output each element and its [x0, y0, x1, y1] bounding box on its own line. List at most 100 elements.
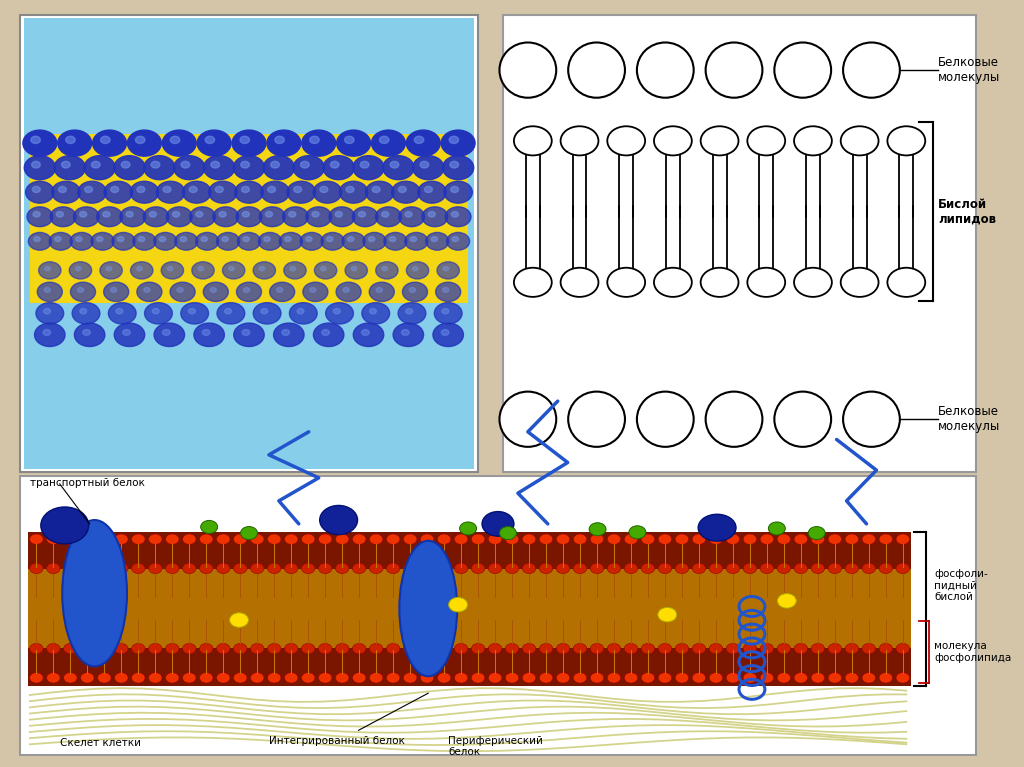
Circle shape	[96, 236, 103, 242]
Bar	[19, 476, 976, 755]
Circle shape	[267, 534, 281, 545]
Circle shape	[336, 644, 349, 654]
Circle shape	[336, 534, 349, 545]
Circle shape	[658, 563, 672, 574]
Circle shape	[31, 137, 40, 143]
Circle shape	[297, 308, 304, 314]
Circle shape	[189, 186, 198, 193]
Circle shape	[45, 266, 50, 271]
Circle shape	[309, 288, 316, 292]
Circle shape	[37, 282, 62, 301]
Circle shape	[30, 673, 43, 683]
Circle shape	[675, 673, 689, 683]
Circle shape	[420, 161, 429, 168]
Circle shape	[306, 207, 332, 227]
Circle shape	[471, 534, 484, 545]
Circle shape	[303, 282, 328, 301]
Circle shape	[675, 644, 689, 654]
Circle shape	[407, 130, 440, 156]
Circle shape	[361, 330, 370, 335]
Circle shape	[301, 673, 315, 683]
Circle shape	[845, 673, 858, 683]
Circle shape	[181, 161, 189, 168]
Circle shape	[115, 563, 128, 574]
Circle shape	[80, 308, 87, 314]
Circle shape	[63, 644, 77, 654]
Circle shape	[216, 563, 230, 574]
Circle shape	[111, 288, 117, 292]
Circle shape	[862, 534, 876, 545]
Circle shape	[115, 323, 144, 347]
Circle shape	[455, 673, 468, 683]
Circle shape	[172, 212, 179, 217]
Circle shape	[710, 534, 723, 545]
Circle shape	[442, 288, 449, 292]
Circle shape	[243, 236, 249, 242]
Circle shape	[121, 161, 130, 168]
Circle shape	[573, 534, 587, 545]
Circle shape	[445, 207, 471, 227]
Circle shape	[641, 563, 654, 574]
Circle shape	[386, 563, 400, 574]
Circle shape	[97, 644, 112, 654]
Circle shape	[204, 156, 234, 179]
Circle shape	[118, 236, 124, 242]
Circle shape	[182, 181, 211, 203]
Circle shape	[166, 563, 179, 574]
Circle shape	[760, 534, 774, 545]
Circle shape	[180, 236, 186, 242]
Circle shape	[47, 563, 60, 574]
Circle shape	[437, 534, 451, 545]
Circle shape	[114, 156, 145, 179]
Circle shape	[376, 288, 382, 292]
Ellipse shape	[843, 392, 900, 447]
Ellipse shape	[843, 42, 900, 97]
Circle shape	[302, 130, 336, 156]
Circle shape	[415, 137, 424, 143]
Text: Скелет клетки: Скелет клетки	[59, 739, 140, 749]
Circle shape	[148, 644, 162, 654]
Circle shape	[540, 534, 553, 545]
Circle shape	[233, 534, 247, 545]
Circle shape	[229, 613, 249, 627]
Circle shape	[514, 127, 552, 156]
Circle shape	[285, 534, 298, 545]
Circle shape	[862, 563, 876, 574]
Circle shape	[590, 534, 604, 545]
Circle shape	[251, 644, 264, 654]
Circle shape	[410, 288, 416, 292]
Circle shape	[35, 323, 66, 347]
Circle shape	[335, 212, 342, 217]
Circle shape	[879, 534, 893, 545]
Ellipse shape	[637, 42, 693, 97]
Circle shape	[148, 534, 162, 545]
Circle shape	[383, 156, 414, 179]
Circle shape	[398, 186, 407, 193]
Circle shape	[352, 563, 366, 574]
Circle shape	[47, 673, 60, 683]
Circle shape	[130, 181, 159, 203]
Circle shape	[743, 644, 757, 654]
Circle shape	[450, 161, 459, 168]
Ellipse shape	[774, 42, 831, 97]
Circle shape	[726, 673, 739, 683]
Circle shape	[841, 268, 879, 297]
Circle shape	[47, 534, 60, 545]
Circle shape	[418, 181, 446, 203]
Circle shape	[33, 212, 40, 217]
Circle shape	[768, 522, 785, 535]
Circle shape	[109, 303, 136, 324]
Circle shape	[285, 644, 298, 654]
Circle shape	[104, 181, 132, 203]
Circle shape	[143, 207, 169, 227]
Circle shape	[115, 673, 128, 683]
Circle shape	[76, 236, 82, 242]
Circle shape	[32, 161, 40, 168]
Circle shape	[318, 644, 332, 654]
Circle shape	[370, 563, 383, 574]
Circle shape	[505, 563, 519, 574]
Circle shape	[26, 181, 54, 203]
Circle shape	[828, 673, 842, 683]
Circle shape	[200, 673, 213, 683]
Circle shape	[845, 644, 858, 654]
